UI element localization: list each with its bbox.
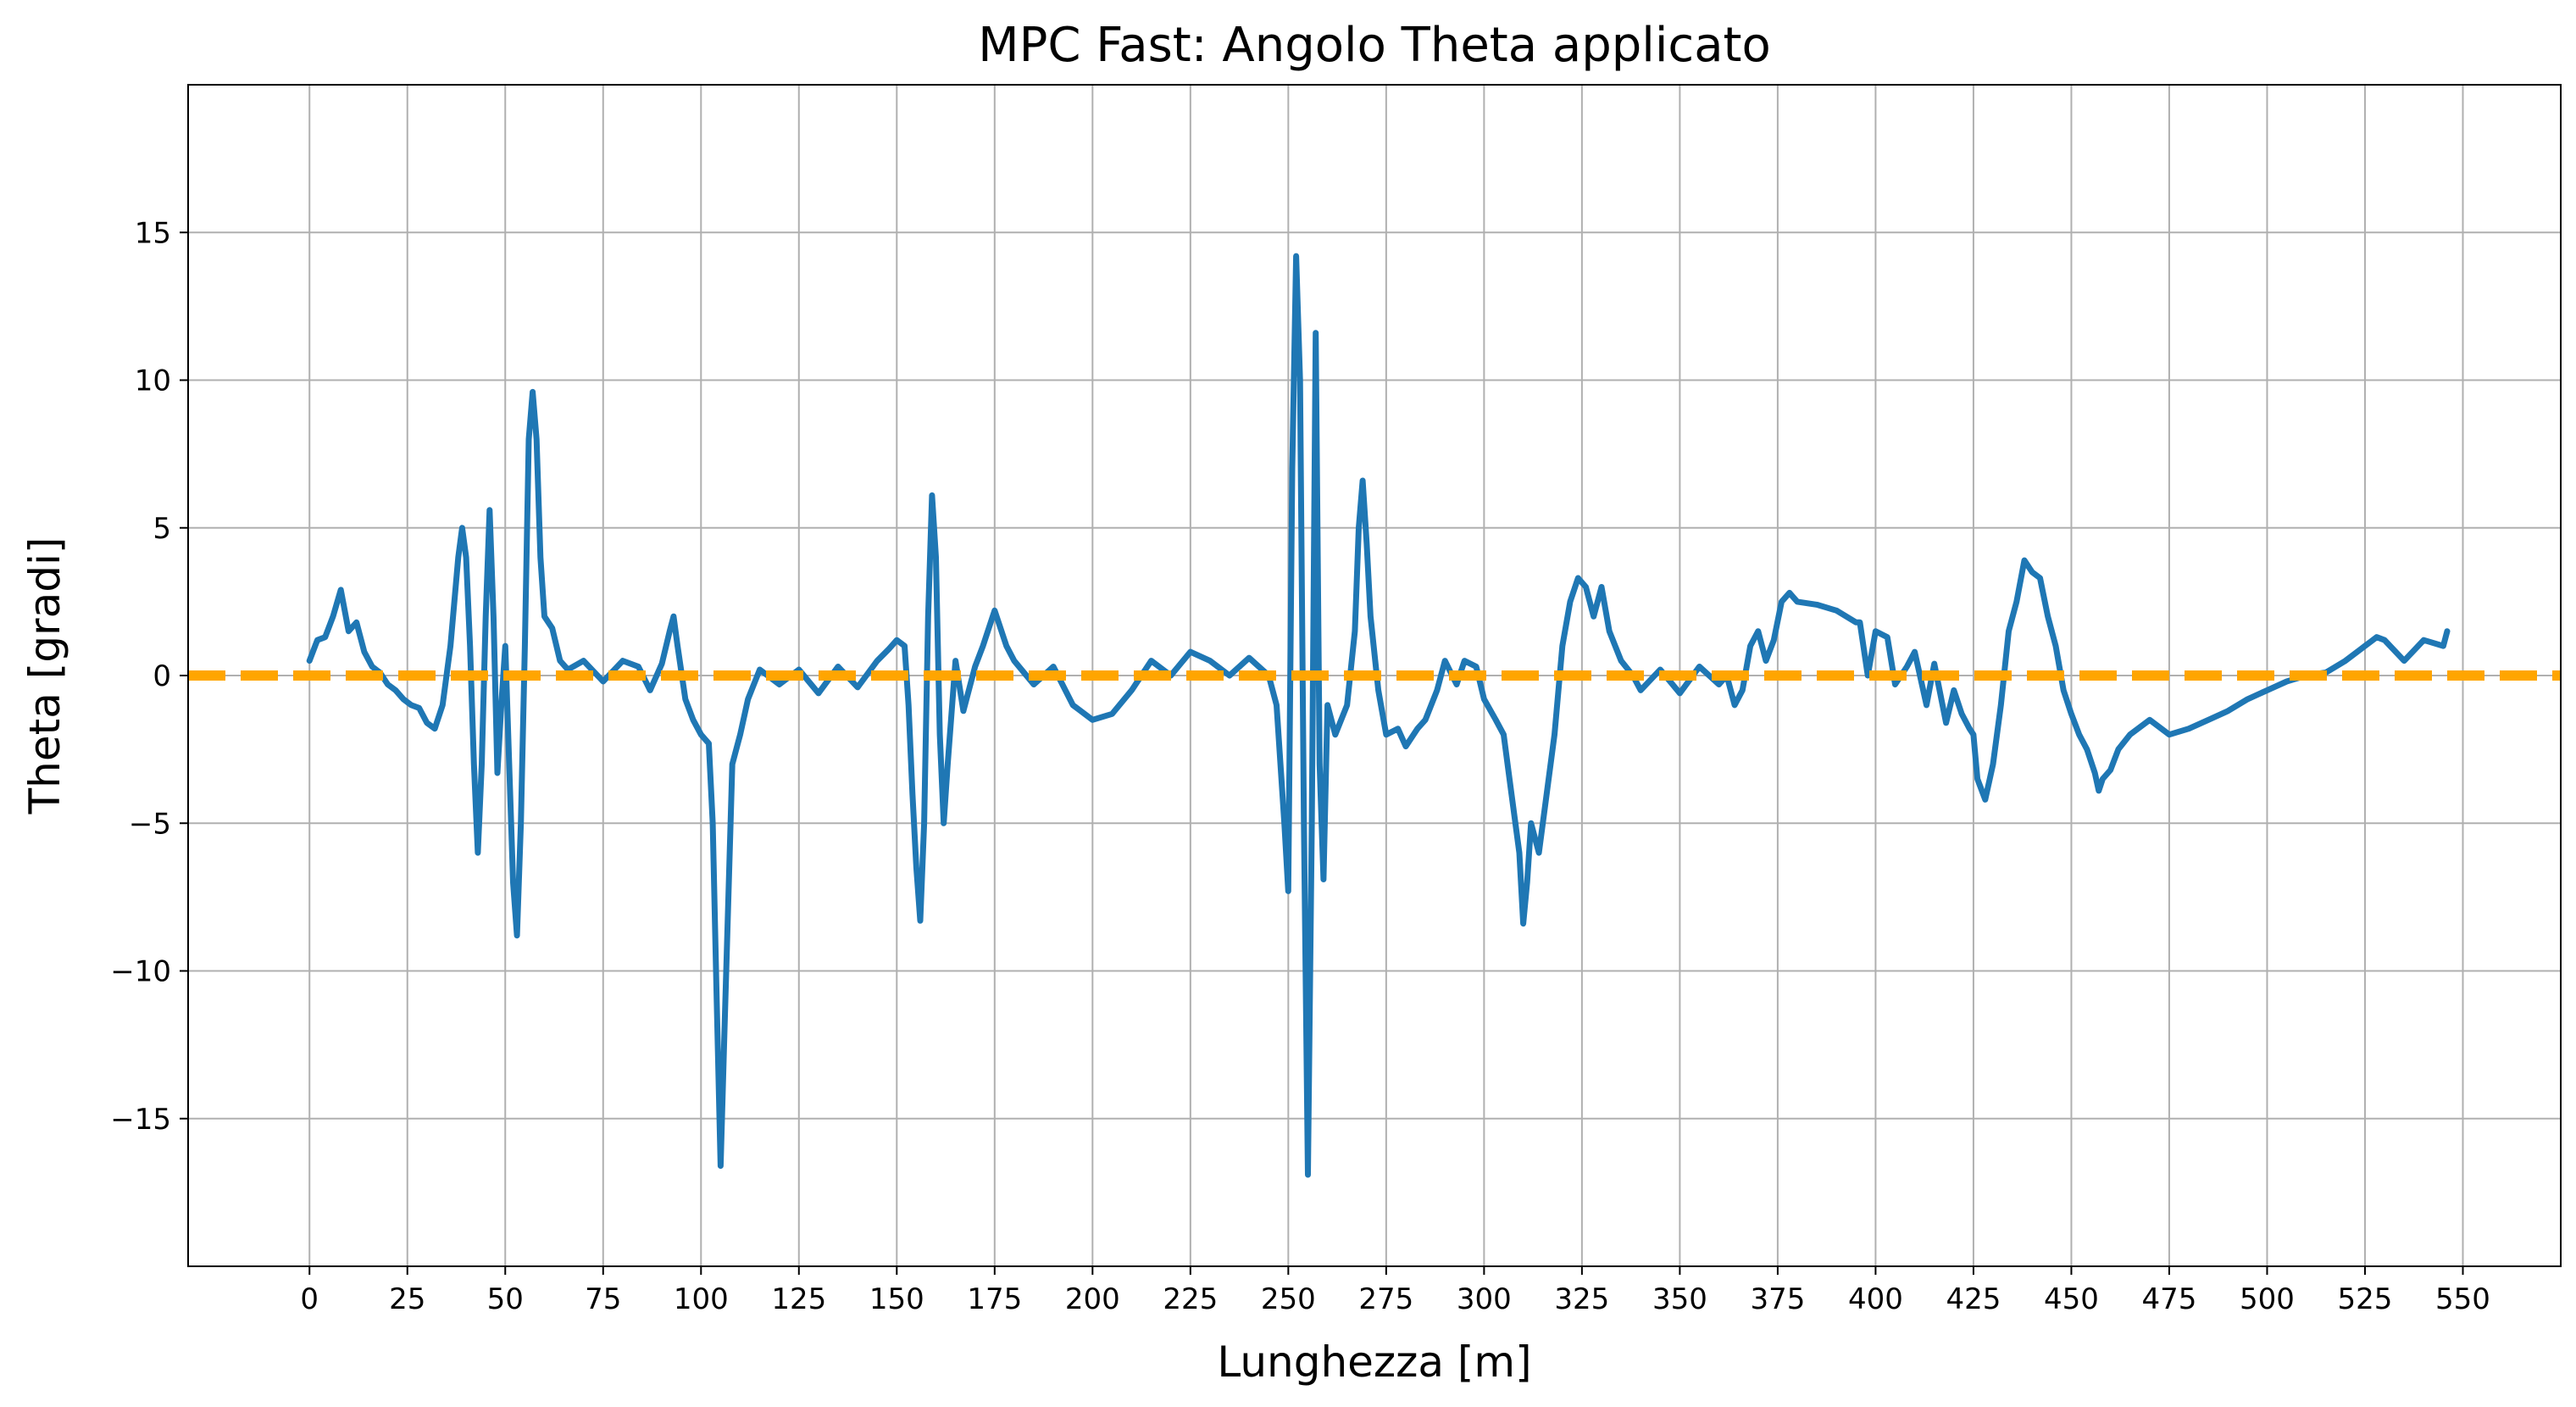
y-tick-label: −5 [129, 807, 171, 841]
y-tick-label: 5 [153, 512, 171, 546]
y-tick-label: −15 [110, 1103, 171, 1137]
x-tick-label: 400 [1848, 1282, 1903, 1316]
y-axis-ticks: −15 −10 −5 0 5 10 15 [110, 216, 188, 1137]
x-tick-label: 300 [1457, 1282, 1512, 1316]
x-tick-label: 450 [2044, 1282, 2099, 1316]
x-tick-label: 350 [1652, 1282, 1707, 1316]
y-tick-label: 0 [153, 659, 171, 693]
x-tick-label: 325 [1554, 1282, 1609, 1316]
x-tick-label: 175 [967, 1282, 1022, 1316]
x-tick-label: 475 [2142, 1282, 2197, 1316]
x-tick-label: 75 [585, 1282, 621, 1316]
series-layer [188, 253, 2561, 1178]
x-tick-label: 425 [1946, 1282, 2001, 1316]
y-tick-label: 10 [135, 364, 171, 398]
y-tick-label: −10 [110, 955, 171, 989]
x-tick-label: 25 [389, 1282, 425, 1316]
x-tick-label: 525 [2338, 1282, 2393, 1316]
x-tick-label: 250 [1261, 1282, 1316, 1316]
x-tick-label: 150 [869, 1282, 924, 1316]
chart-title: MPC Fast: Angolo Theta applicato [978, 18, 1770, 73]
x-tick-label: 125 [771, 1282, 826, 1316]
x-tick-label: 50 [487, 1282, 524, 1316]
x-tick-label: 225 [1163, 1282, 1218, 1316]
theta-series-line [306, 253, 2451, 1178]
x-tick-label: 375 [1750, 1282, 1805, 1316]
x-tick-label: 550 [2435, 1282, 2490, 1316]
x-tick-label: 100 [674, 1282, 729, 1316]
x-tick-label: 500 [2240, 1282, 2295, 1316]
x-axis-ticks: 0 25 50 75 100 125 150 175 200 225 250 275 300 325 350… [300, 1266, 2490, 1316]
x-tick-label: 200 [1065, 1282, 1120, 1316]
y-axis-label: Theta [gradi] [20, 537, 69, 815]
x-tick-label: 0 [300, 1282, 319, 1316]
x-tick-label: 275 [1358, 1282, 1413, 1316]
y-tick-label: 15 [135, 216, 171, 250]
x-axis-label: Lunghezza [m] [1217, 1337, 1531, 1387]
